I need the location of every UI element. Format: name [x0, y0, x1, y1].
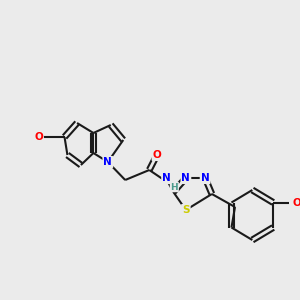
- Text: O: O: [34, 132, 43, 142]
- Text: O: O: [153, 150, 161, 160]
- Text: N: N: [201, 173, 209, 183]
- Text: N: N: [182, 173, 190, 183]
- Text: H: H: [170, 182, 178, 191]
- Text: N: N: [162, 173, 171, 183]
- Text: N: N: [103, 157, 112, 167]
- Text: O: O: [293, 197, 300, 208]
- Text: S: S: [182, 205, 190, 215]
